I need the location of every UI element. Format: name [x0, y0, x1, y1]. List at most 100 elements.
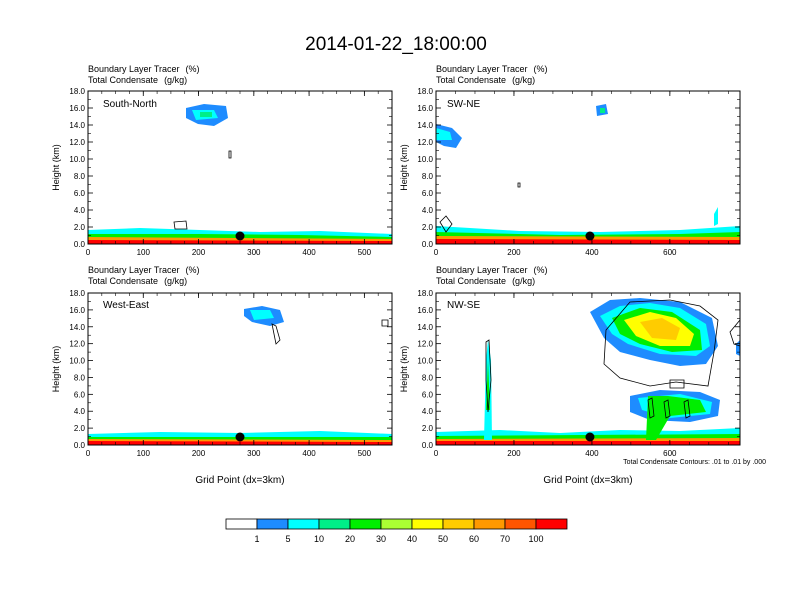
- x-tick-label: 0: [434, 248, 439, 257]
- x-tick-label: 200: [192, 449, 206, 458]
- x-tick-label: 300: [247, 449, 261, 458]
- field-label: Boundary Layer Tracer (%): [88, 64, 200, 74]
- figure-title: 2014-01-22_18:00:00: [305, 34, 487, 55]
- y-tick-label: 6.0: [74, 189, 86, 198]
- legend-label: 5: [285, 534, 290, 544]
- legend-swatch: [442, 518, 475, 530]
- plot-area: [87, 90, 393, 245]
- cloud-field: [600, 108, 605, 113]
- x-tick-label: 400: [585, 248, 599, 257]
- boundary-layer-field: [436, 441, 740, 445]
- contour-label: Total Condensate (g/kg): [436, 75, 535, 85]
- panel-name: NW-SE: [447, 300, 480, 311]
- y-tick-label: 10.0: [69, 155, 85, 164]
- legend-label: 60: [469, 534, 479, 544]
- y-axis-label: Height (km): [51, 144, 61, 191]
- y-tick-label: 6.0: [422, 390, 434, 399]
- x-tick-label: 500: [358, 248, 372, 257]
- legend-label: 1: [254, 534, 259, 544]
- y-tick-label: 16.0: [417, 104, 433, 113]
- field-label: Boundary Layer Tracer (%): [88, 265, 200, 275]
- x-tick-label: 0: [86, 248, 91, 257]
- panel-nw-se: Boundary Layer Tracer (%) Total Condensat…: [399, 265, 741, 486]
- plot-area: [87, 292, 393, 446]
- location-marker: [235, 231, 245, 241]
- y-tick-label: 0.0: [74, 441, 86, 450]
- x-tick-label: 200: [192, 248, 206, 257]
- condensate-contour: [439, 215, 453, 233]
- condensate-contour: [485, 339, 492, 413]
- legend-swatch: [473, 518, 506, 530]
- condensate-contour: [729, 319, 741, 347]
- y-tick-label: 10.0: [417, 357, 433, 366]
- plot-area: [435, 90, 741, 245]
- panel-name: West-East: [103, 300, 149, 311]
- condensate-contour: [271, 323, 281, 345]
- contour-note: Total Condensate Contours: .01 to .01 by…: [623, 459, 766, 466]
- legend-label: 70: [500, 534, 510, 544]
- legend-label: 20: [345, 534, 355, 544]
- legend-swatch: [318, 518, 351, 530]
- boundary-layer-field: [436, 239, 740, 244]
- x-tick-label: 100: [137, 248, 151, 257]
- y-tick-label: 14.0: [417, 323, 433, 332]
- y-tick-label: 8.0: [74, 172, 86, 181]
- y-tick-label: 8.0: [422, 373, 434, 382]
- location-marker: [585, 432, 595, 442]
- y-tick-label: 2.0: [74, 424, 86, 433]
- x-tick-label: 500: [358, 449, 372, 458]
- y-tick-label: 2.0: [422, 424, 434, 433]
- y-tick-label: 14.0: [69, 121, 85, 130]
- y-tick-label: 10.0: [417, 155, 433, 164]
- cloud-field: [646, 396, 706, 440]
- cloud-field: [714, 207, 718, 226]
- legend-swatch: [225, 518, 258, 530]
- legend-label: 100: [528, 534, 543, 544]
- contour-label: Total Condensate (g/kg): [88, 276, 187, 286]
- condensate-contour: [647, 397, 691, 419]
- y-tick-label: 8.0: [422, 172, 434, 181]
- y-tick-label: 12.0: [69, 340, 85, 349]
- y-tick-label: 0.0: [422, 441, 434, 450]
- x-tick-label: 400: [585, 449, 599, 458]
- y-tick-label: 2.0: [74, 223, 86, 232]
- field-label: Boundary Layer Tracer (%): [436, 64, 548, 74]
- y-tick-label: 18.0: [417, 87, 433, 96]
- contour-label: Total Condensate (g/kg): [88, 75, 187, 85]
- y-tick-label: 6.0: [422, 189, 434, 198]
- x-tick-label: 400: [302, 248, 316, 257]
- y-tick-label: 8.0: [74, 373, 86, 382]
- y-axis-label: Height (km): [51, 346, 61, 393]
- y-tick-label: 0.0: [422, 240, 434, 249]
- cloud-field: [736, 340, 740, 356]
- panel-sw-ne: Boundary Layer Tracer (%) Total Condensat…: [399, 64, 741, 257]
- y-tick-label: 18.0: [69, 87, 85, 96]
- legend-swatch: [256, 518, 289, 530]
- legend-swatch: [411, 518, 444, 530]
- y-axis-label: Height (km): [399, 144, 409, 191]
- cloud-field: [640, 318, 680, 340]
- location-marker: [235, 432, 245, 442]
- y-tick-label: 4.0: [74, 206, 86, 215]
- legend-swatch: [287, 518, 320, 530]
- panel-name: SW-NE: [447, 99, 480, 110]
- x-tick-label: 600: [663, 449, 677, 458]
- y-tick-label: 16.0: [69, 306, 85, 315]
- legend-label: 10: [314, 534, 324, 544]
- x-tick-label: 400: [302, 449, 316, 458]
- cloud-field: [250, 310, 274, 320]
- y-tick-label: 6.0: [74, 390, 86, 399]
- y-tick-label: 14.0: [417, 121, 433, 130]
- x-axis-label: Grid Point (dx=3km): [195, 475, 284, 486]
- y-tick-label: 12.0: [69, 138, 85, 147]
- panel-name: South-North: [103, 99, 157, 110]
- y-tick-label: 12.0: [417, 138, 433, 147]
- x-tick-label: 600: [663, 248, 677, 257]
- condensate-contour: [173, 220, 188, 230]
- legend-swatch: [380, 518, 413, 530]
- y-tick-label: 16.0: [69, 104, 85, 113]
- condensate-contour: [517, 182, 521, 188]
- y-tick-label: 2.0: [422, 223, 434, 232]
- y-tick-label: 0.0: [74, 240, 86, 249]
